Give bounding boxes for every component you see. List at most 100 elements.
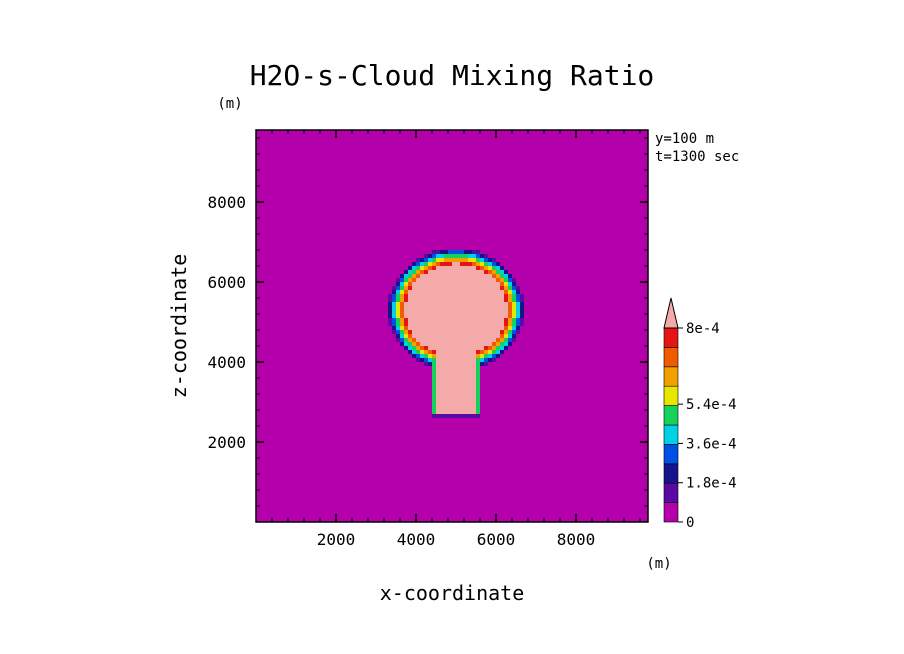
field-cell: [444, 258, 468, 262]
field-cell: [504, 334, 508, 338]
field-cell: [404, 310, 508, 314]
field-cell: [432, 386, 436, 390]
field-cell: [516, 302, 520, 306]
field-cell: [420, 274, 492, 278]
field-cell: [412, 270, 416, 274]
field-cell: [440, 250, 448, 254]
field-cell: [432, 258, 436, 262]
field-cell: [496, 262, 500, 266]
field-cell: [396, 334, 400, 338]
field-cell: [408, 330, 412, 334]
field-cell: [392, 330, 396, 334]
field-cell: [436, 358, 476, 362]
field-cell: [404, 342, 408, 346]
field-cell: [512, 290, 516, 294]
field-cell: [448, 250, 464, 254]
field-cell: [432, 390, 436, 394]
field-cell: [476, 258, 480, 262]
field-cell: [412, 330, 500, 334]
field-cell: [400, 294, 404, 298]
field-cell: [400, 330, 404, 334]
field-cell: [492, 274, 496, 278]
field-cell: [484, 254, 488, 258]
field-cell: [420, 346, 424, 350]
field-cell: [500, 278, 504, 282]
field-cell: [492, 354, 496, 358]
field-cell: [504, 290, 508, 294]
colorbar-band: [663, 327, 679, 348]
field-cell: [396, 302, 400, 306]
field-cell: [432, 398, 436, 402]
field-cell: [428, 358, 432, 362]
field-cell: [416, 346, 420, 350]
field-cell: [404, 298, 408, 302]
field-cell: [488, 354, 492, 358]
colorbar-band: [663, 502, 679, 523]
field-cell: [408, 282, 412, 286]
field-cell: [500, 342, 504, 346]
field-cell: [404, 330, 408, 334]
field-cell: [508, 298, 512, 302]
field-cell: [468, 254, 476, 258]
field-cell: [432, 358, 436, 362]
field-cell: [428, 270, 484, 274]
field-cell: [408, 298, 504, 302]
field-cell: [432, 374, 436, 378]
field-cell: [488, 346, 492, 350]
field-cell: [432, 410, 436, 414]
field-cell: [436, 382, 476, 386]
field-cell: [404, 314, 508, 318]
field-cell: [432, 406, 436, 410]
field-cell: [404, 318, 408, 322]
field-cell: [504, 278, 508, 282]
field-cell: [396, 282, 400, 286]
field-cell: [484, 354, 488, 358]
field-cell: [432, 378, 436, 382]
field-cell: [436, 354, 476, 358]
colorbar-tick-label: 3.6e-4: [686, 436, 737, 452]
field-cell: [508, 318, 512, 322]
field-cell: [412, 338, 416, 342]
field-cell: [416, 274, 420, 278]
field-cell: [388, 310, 392, 314]
chart-title: H2O-s-Cloud Mixing Ratio: [250, 59, 655, 92]
field-cell: [408, 274, 412, 278]
field-cell: [508, 306, 512, 310]
field-cell: [408, 326, 504, 330]
field-cell: [520, 298, 524, 302]
field-cell: [404, 286, 408, 290]
field-cell: [432, 370, 436, 374]
field-cell: [392, 318, 396, 322]
field-cell: [404, 290, 408, 294]
field-cell: [436, 394, 476, 398]
field-cell: [432, 262, 436, 266]
field-cell: [400, 322, 404, 326]
field-cell: [516, 330, 520, 334]
field-cell: [400, 278, 404, 282]
field-cell: [416, 258, 420, 262]
field-cell: [420, 270, 424, 274]
field-cell: [512, 286, 516, 290]
field-cell: [436, 258, 444, 262]
field-cell: [476, 354, 480, 358]
field-cell: [504, 326, 508, 330]
field-cell: [408, 294, 504, 298]
field-cell: [500, 346, 504, 350]
x-axis-label: x-coordinate: [380, 581, 525, 605]
field-cell: [520, 310, 524, 314]
field-cell: [392, 290, 396, 294]
field-cell: [436, 410, 476, 414]
field-cell: [428, 266, 432, 270]
colorbar-band: [663, 444, 679, 465]
field-cell: [484, 358, 488, 362]
field-cell: [400, 342, 404, 346]
field-cell: [428, 354, 432, 358]
field-cell: [500, 286, 504, 290]
field-cell: [476, 366, 480, 370]
field-cell: [504, 286, 508, 290]
field-cell: [428, 254, 432, 258]
colorbar-tick-label: 5.4e-4: [686, 397, 737, 413]
field-cell: [408, 342, 412, 346]
field-cell: [504, 318, 508, 322]
field-cell: [404, 306, 508, 310]
